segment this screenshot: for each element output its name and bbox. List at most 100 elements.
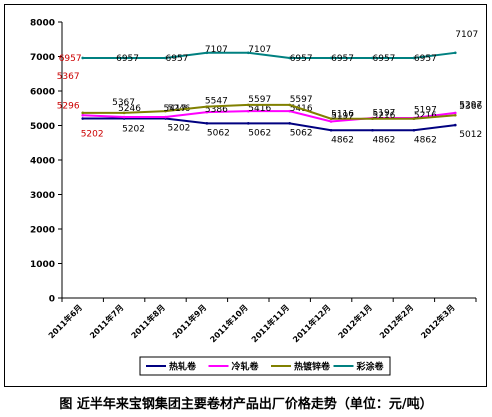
x-tick-label: 2011年7月 xyxy=(87,302,125,340)
series-line-1 xyxy=(82,117,456,132)
data-point xyxy=(454,51,457,55)
data-label: 5197 xyxy=(414,106,437,116)
data-point xyxy=(371,128,374,132)
data-point xyxy=(247,109,250,113)
y-tick-label: 2000 xyxy=(30,226,55,236)
series-line-4 xyxy=(82,51,456,59)
y-tick-label: 6000 xyxy=(30,88,55,98)
series-line-3 xyxy=(82,103,456,120)
data-point xyxy=(412,117,416,121)
y-tick-label: 7000 xyxy=(30,53,55,63)
data-label: 6957 xyxy=(331,54,354,64)
data-point xyxy=(122,111,126,115)
data-point xyxy=(371,117,374,121)
x-tick-label: 2012年1月 xyxy=(336,302,374,340)
data-point xyxy=(205,105,209,108)
y-tick-label: 8000 xyxy=(30,19,55,29)
x-tick-label: 2012年2月 xyxy=(377,302,415,340)
data-label: 5597 xyxy=(290,95,313,105)
data-label: 4862 xyxy=(414,135,437,145)
data-point xyxy=(329,56,333,60)
data-point xyxy=(454,123,457,127)
data-point xyxy=(164,56,167,60)
x-tick-label: 2011年6月 xyxy=(46,302,84,340)
x-tick-label: 2011年10月 xyxy=(208,302,250,344)
data-point xyxy=(371,56,374,60)
price-trend-chart: 0 1000 2000 3000 4000 5000 6000 7000 8000 2011年6月… xyxy=(30,19,482,376)
x-tick-label: 2011年12月 xyxy=(291,302,333,344)
data-label: 5197 xyxy=(373,109,396,119)
y-tick-label: 1000 xyxy=(30,260,55,270)
x-tick-label: 2012年3月 xyxy=(419,302,457,340)
data-point xyxy=(247,51,250,55)
data-label: 5366 xyxy=(459,102,482,112)
data-point xyxy=(81,56,84,60)
data-label: 5386 xyxy=(205,105,228,115)
data-label: 5216 xyxy=(373,111,396,121)
data-label: 6957 xyxy=(59,54,82,64)
data-point xyxy=(164,109,167,113)
data-label: 5297 xyxy=(459,100,482,110)
data-point xyxy=(81,117,84,120)
chart-frame xyxy=(4,4,487,387)
x-tick-label: 2011年11月 xyxy=(249,302,291,344)
x-tick-label: 2011年9月 xyxy=(170,302,208,340)
data-point xyxy=(412,128,416,132)
data-point xyxy=(81,111,84,115)
data-label: 5547 xyxy=(205,97,228,107)
data-label: 6957 xyxy=(166,54,189,64)
data-point xyxy=(454,113,457,117)
y-tick-label: 4000 xyxy=(30,157,55,167)
data-label: 6957 xyxy=(414,54,437,64)
data-point xyxy=(329,117,333,121)
data-label: 5202 xyxy=(168,124,191,134)
data-point xyxy=(412,56,416,60)
data-label: 5116 xyxy=(331,109,354,119)
data-label: 7107 xyxy=(248,45,271,55)
data-point xyxy=(288,103,292,107)
y-tick-label: 5000 xyxy=(30,122,55,132)
data-label: 5202 xyxy=(81,130,104,140)
data-point xyxy=(454,111,457,115)
data-label: 6957 xyxy=(373,54,396,64)
data-label: 5367 xyxy=(112,98,135,108)
legend-label-2: 冷轧卷 xyxy=(232,361,260,373)
legend-label-3: 热镀锌卷 xyxy=(294,361,331,373)
data-point xyxy=(205,51,209,55)
legend-box xyxy=(139,356,391,376)
data-label: 6957 xyxy=(290,54,313,64)
data-label: 5062 xyxy=(248,128,271,138)
chart-caption: 图 近半年来宝钢集团主要卷材产品出厂价格走势（单位：元/吨） xyxy=(59,397,433,412)
data-label: 5296 xyxy=(57,101,80,111)
data-label: 5597 xyxy=(248,95,271,105)
data-label: 5416 xyxy=(248,104,271,114)
data-point xyxy=(81,113,84,117)
data-label: 5216 xyxy=(414,111,437,121)
data-point xyxy=(247,103,250,107)
y-tick-label: 3000 xyxy=(30,191,55,201)
data-point xyxy=(247,122,250,125)
y-tick-label: 0 xyxy=(49,295,55,305)
legend-label-1: 热轧卷 xyxy=(169,361,197,373)
data-point xyxy=(288,109,292,113)
data-label: 5197 xyxy=(331,112,354,122)
data-label: 5202 xyxy=(122,125,145,135)
data-label: 7107 xyxy=(205,45,228,55)
data-label: 5417 xyxy=(164,104,187,114)
data-label: 4862 xyxy=(331,135,354,145)
data-point xyxy=(288,56,292,60)
data-label: 5246 xyxy=(118,104,141,114)
data-point xyxy=(164,115,167,119)
data-label: 6957 xyxy=(116,54,139,64)
data-label: 5012 xyxy=(459,130,482,140)
data-point xyxy=(122,115,126,119)
data-label: 5062 xyxy=(290,128,313,138)
data-label: 5062 xyxy=(207,128,230,138)
data-point xyxy=(288,122,292,125)
data-point xyxy=(205,110,209,114)
data-label: 4862 xyxy=(373,135,396,145)
data-point xyxy=(122,56,126,60)
data-label: 5367 xyxy=(57,72,80,82)
data-point xyxy=(329,128,333,132)
legend-label-4: 彩涂卷 xyxy=(356,361,385,373)
